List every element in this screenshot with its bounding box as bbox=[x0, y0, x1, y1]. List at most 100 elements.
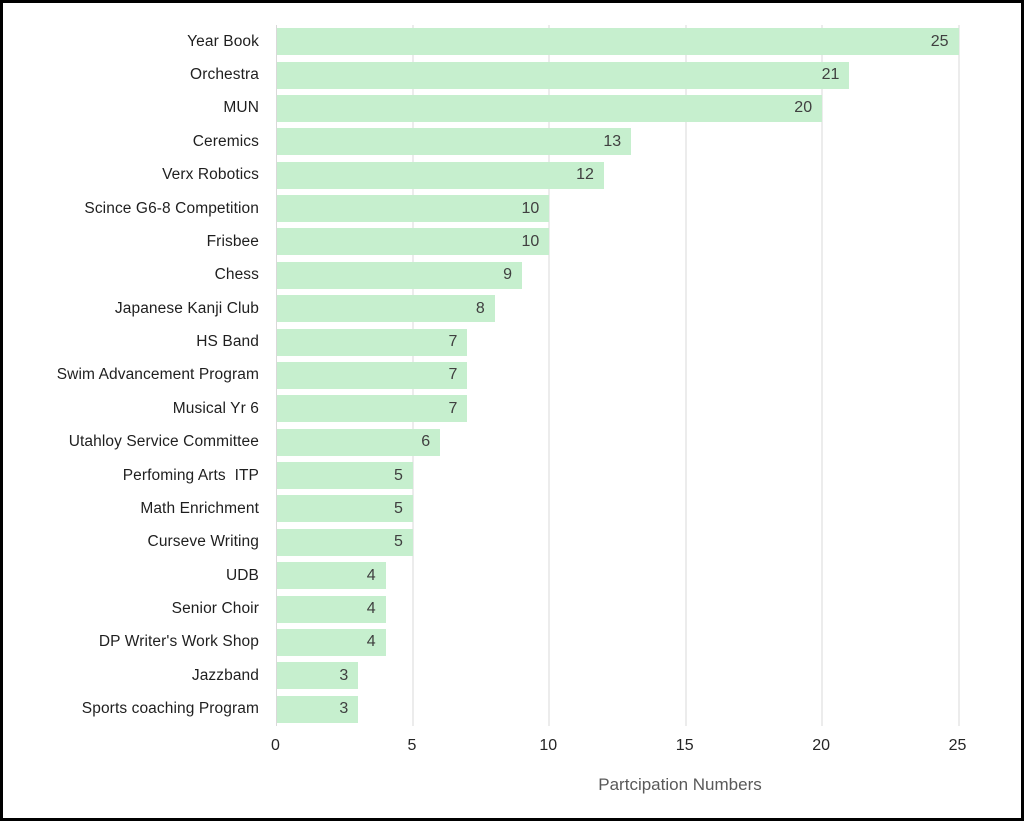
chart-row: Math Enrichment 5 bbox=[3, 492, 1021, 525]
bar: 25 bbox=[276, 28, 959, 56]
category-label: Utahloy Service Committee bbox=[68, 433, 259, 451]
category-label: Curseve Writing bbox=[147, 533, 259, 551]
category-label: Chess bbox=[214, 266, 259, 284]
category-label: Japanese Kanji Club bbox=[114, 299, 259, 317]
bar: 20 bbox=[276, 94, 823, 122]
bar-value-label: 3 bbox=[339, 666, 349, 684]
bar: 3 bbox=[276, 662, 359, 690]
bar-track: 6 bbox=[276, 428, 959, 456]
bar: 5 bbox=[276, 462, 413, 490]
bar: 6 bbox=[276, 428, 441, 456]
x-axis-ticks: 0 5 10 15 20 25 bbox=[271, 737, 966, 759]
x-tick-label: 0 bbox=[271, 737, 280, 754]
bar-track: 21 bbox=[276, 61, 959, 89]
category-label: Perfoming Arts ITP bbox=[122, 466, 259, 484]
category-label: Math Enrichment bbox=[140, 499, 259, 517]
bar-value-label: 3 bbox=[339, 700, 349, 718]
category-label: Scince G6-8 Competition bbox=[84, 199, 259, 217]
bar-value-label: 4 bbox=[366, 633, 376, 651]
category-label: Verx Robotics bbox=[162, 166, 259, 184]
category-label: Ceremics bbox=[192, 132, 259, 150]
bar: 3 bbox=[276, 695, 359, 723]
bar-value-label: 4 bbox=[366, 600, 376, 618]
bar: 7 bbox=[276, 395, 468, 423]
chart-row: MUN 20 bbox=[3, 92, 1021, 125]
bar-track: 10 bbox=[276, 195, 959, 223]
chart-row: Perfoming Arts ITP 5 bbox=[3, 459, 1021, 492]
x-axis-title: Partcipation Numbers bbox=[598, 775, 762, 794]
bar-track: 8 bbox=[276, 295, 959, 323]
category-label: Musical Yr 6 bbox=[172, 399, 259, 417]
bar-value-label: 8 bbox=[475, 299, 485, 317]
chart-rows: Year Book 25 Orchestra 21 MUN 20 Ceremics 13 Ver… bbox=[3, 25, 1021, 726]
chart-row: Ceremics 13 bbox=[3, 125, 1021, 158]
bar: 9 bbox=[276, 261, 523, 289]
bar: 7 bbox=[276, 328, 468, 356]
bar-value-label: 7 bbox=[448, 333, 458, 351]
gridline bbox=[821, 25, 823, 726]
gridline bbox=[685, 25, 687, 726]
bar-value-label: 20 bbox=[794, 99, 813, 117]
bar: 5 bbox=[276, 528, 413, 556]
x-tick-label: 5 bbox=[407, 737, 417, 754]
x-tick-label: 25 bbox=[948, 737, 967, 754]
gridline bbox=[958, 25, 959, 726]
x-tick-label: 10 bbox=[539, 737, 558, 754]
bar-value-label: 25 bbox=[930, 32, 949, 50]
bar-track: 7 bbox=[276, 395, 959, 423]
chart-row: Frisbee 10 bbox=[3, 225, 1021, 258]
category-label: Orchestra bbox=[190, 66, 259, 84]
x-tick-label: 20 bbox=[812, 737, 830, 754]
category-label: Sports coaching Program bbox=[81, 700, 259, 718]
chart-row: Utahloy Service Committee 6 bbox=[3, 426, 1021, 459]
bar-value-label: 7 bbox=[448, 366, 458, 384]
bar: 4 bbox=[276, 562, 386, 590]
bar: 10 bbox=[276, 228, 550, 256]
bar-value-label: 6 bbox=[421, 433, 431, 451]
bar-value-label: 10 bbox=[521, 232, 540, 250]
bar: 13 bbox=[276, 128, 632, 156]
chart-row: Chess 9 bbox=[3, 259, 1021, 292]
bar: 12 bbox=[276, 161, 604, 189]
chart-row: Jazzband 3 bbox=[3, 659, 1021, 692]
chart-row: Swim Advancement Program 7 bbox=[3, 359, 1021, 392]
category-label: Frisbee bbox=[206, 232, 259, 250]
bar-track: 12 bbox=[276, 161, 959, 189]
chart-row: Verx Robotics 12 bbox=[3, 159, 1021, 192]
bar-track: 9 bbox=[276, 261, 959, 289]
bar: 8 bbox=[276, 295, 495, 323]
chart-row: Orchestra 21 bbox=[3, 58, 1021, 91]
chart-row: Sports coaching Program 3 bbox=[3, 693, 1021, 726]
bar-track: 7 bbox=[276, 328, 959, 356]
bar-value-label: 5 bbox=[393, 499, 403, 517]
chart-row: UDB 4 bbox=[3, 559, 1021, 592]
chart-row: HS Band 7 bbox=[3, 325, 1021, 358]
chart-row: Curseve Writing 5 bbox=[3, 526, 1021, 559]
bar: 21 bbox=[276, 61, 850, 89]
category-label: Jazzband bbox=[191, 666, 259, 684]
category-label: UDB bbox=[225, 566, 259, 584]
bar-track: 3 bbox=[276, 662, 959, 690]
bar-value-label: 5 bbox=[393, 466, 403, 484]
bar-track: 10 bbox=[276, 228, 959, 256]
bar-track: 7 bbox=[276, 361, 959, 389]
bar-track: 5 bbox=[276, 462, 959, 490]
bar: 4 bbox=[276, 628, 386, 656]
bar-track: 25 bbox=[276, 28, 959, 56]
bar-track: 4 bbox=[276, 562, 959, 590]
chart-row: Year Book 25 bbox=[3, 25, 1021, 58]
bar-track: 13 bbox=[276, 128, 959, 156]
bar-value-label: 12 bbox=[576, 166, 594, 184]
category-label: DP Writer's Work Shop bbox=[98, 633, 259, 651]
bar-value-label: 13 bbox=[603, 132, 622, 150]
chart-row: DP Writer's Work Shop 4 bbox=[3, 626, 1021, 659]
bar-value-label: 4 bbox=[366, 566, 376, 584]
bar-track: 4 bbox=[276, 628, 959, 656]
category-label: Swim Advancement Program bbox=[56, 366, 259, 384]
chart-row: Japanese Kanji Club 8 bbox=[3, 292, 1021, 325]
bar-value-label: 7 bbox=[448, 399, 458, 417]
bar-track: 5 bbox=[276, 495, 959, 523]
bar: 5 bbox=[276, 495, 413, 523]
gridline bbox=[548, 25, 550, 726]
